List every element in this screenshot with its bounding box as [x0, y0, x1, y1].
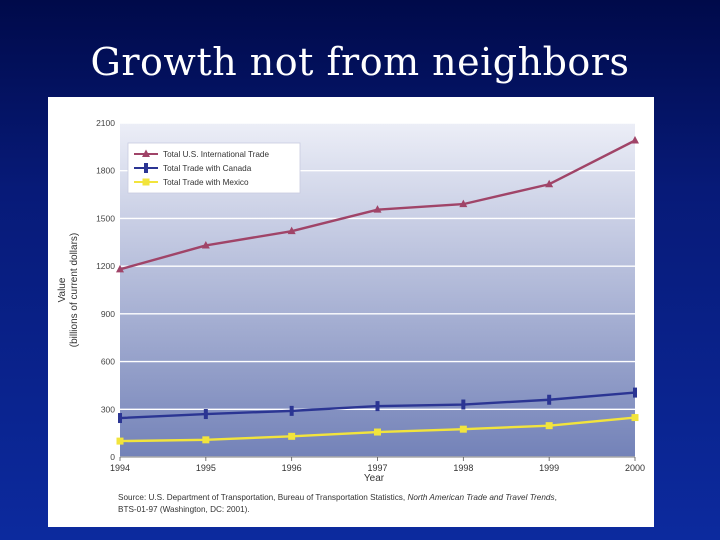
- data-point-canada: [461, 399, 466, 410]
- x-tick-label: 1996: [282, 463, 302, 473]
- data-point-canada: [289, 405, 294, 416]
- legend-box: [127, 142, 301, 194]
- series-us_total: [116, 135, 639, 273]
- chart-figure: 0 300 600 900 1200 1500 1800 2100 1994 1995 1996 1…: [48, 97, 654, 527]
- y-tick-label: 1800: [96, 166, 115, 176]
- data-point-mexico: [631, 414, 639, 422]
- source-suffix: ,: [554, 493, 557, 502]
- y-tick-label: 0: [110, 452, 115, 462]
- y-tick-label: 1200: [96, 261, 115, 271]
- data-point-mexico: [116, 437, 124, 445]
- series-canada: [118, 387, 637, 424]
- legend-label: Total Trade with Mexico: [163, 178, 249, 187]
- x-tick-label: 2000: [625, 463, 645, 473]
- data-point-canada: [203, 409, 208, 420]
- legend: Total U.S. International Trade Total Trad…: [127, 142, 301, 194]
- source-note: Source: U.S. Department of Transportatio…: [118, 492, 648, 516]
- x-tick-label: 1997: [367, 463, 387, 473]
- data-point-canada: [375, 401, 380, 412]
- y-axis-label-line2: (billions of current dollars): [69, 233, 80, 348]
- series-mexico: [116, 414, 639, 445]
- source-title: North American Trade and Travel Trends: [407, 493, 555, 502]
- legend-marker: [142, 149, 150, 157]
- data-point-mexico: [288, 432, 296, 440]
- legend-marker: [142, 178, 150, 186]
- data-point-mexico: [459, 425, 467, 433]
- data-point-us_total: [201, 240, 210, 249]
- x-tick-label: 1995: [196, 463, 216, 473]
- source-prefix: Source: U.S. Department of Transportatio…: [118, 493, 408, 502]
- x-tick-label: 1998: [453, 463, 473, 473]
- x-tick-label: 1999: [539, 463, 559, 473]
- data-point-mexico: [545, 422, 553, 430]
- data-point-mexico: [374, 428, 381, 436]
- line-chart: 0 300 600 900 1200 1500 1800 2100 1994 1995 1996 1…: [57, 118, 645, 484]
- legend-label: Total U.S. International Trade: [163, 150, 269, 159]
- data-point-us_total: [116, 264, 124, 273]
- data-point-us_total: [373, 205, 382, 213]
- x-axis-label: Year: [364, 473, 385, 484]
- data-point-mexico: [202, 436, 210, 444]
- data-point-us_total: [287, 226, 296, 235]
- y-tick-label: 900: [101, 309, 115, 319]
- y-axis-label-line1: Value: [57, 277, 68, 302]
- x-tick-label: 1994: [110, 463, 130, 473]
- data-point-canada: [547, 394, 552, 405]
- y-tick-label: 1500: [96, 213, 115, 223]
- data-point-us_total: [545, 179, 554, 188]
- source-line2: BTS-01-97 (Washington, DC: 2001).: [118, 505, 250, 514]
- legend-label: Total Trade with Canada: [163, 164, 252, 173]
- y-tick-label: 600: [101, 357, 115, 367]
- y-tick-label: 300: [101, 404, 115, 414]
- data-point-canada: [118, 413, 122, 424]
- data-point-canada: [633, 387, 637, 398]
- slide-title: Growth not from neighbors: [90, 40, 630, 84]
- y-tick-label: 2100: [96, 118, 115, 128]
- data-point-us_total: [631, 135, 639, 144]
- data-point-us_total: [459, 199, 468, 208]
- legend-marker: [144, 163, 148, 173]
